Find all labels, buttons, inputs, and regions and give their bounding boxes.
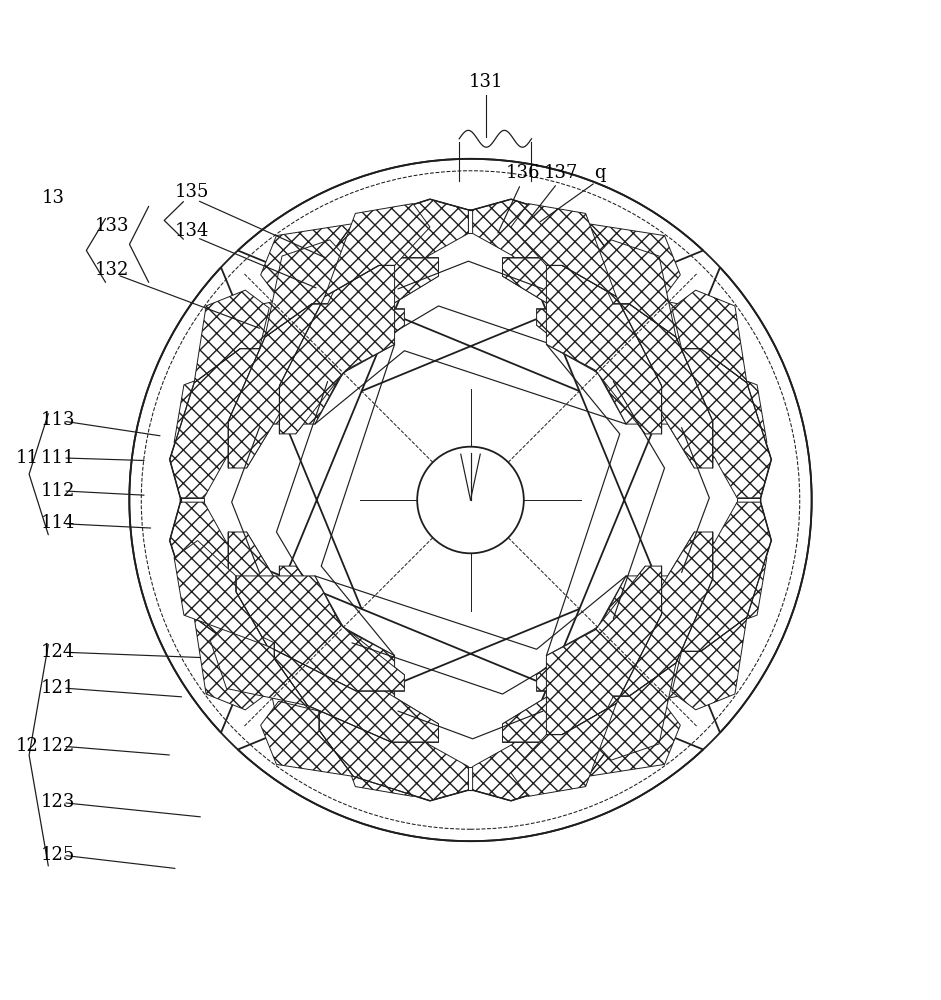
- Polygon shape: [536, 576, 626, 688]
- Polygon shape: [588, 224, 680, 299]
- Polygon shape: [227, 381, 327, 468]
- Text: 133: 133: [95, 217, 129, 235]
- Polygon shape: [352, 256, 439, 357]
- Polygon shape: [592, 240, 676, 337]
- Text: 113: 113: [40, 411, 75, 429]
- Polygon shape: [227, 532, 327, 619]
- Polygon shape: [279, 265, 394, 434]
- Text: 12: 12: [16, 737, 40, 755]
- Polygon shape: [633, 294, 730, 378]
- Text: 132: 132: [95, 261, 129, 279]
- Polygon shape: [283, 566, 394, 656]
- Text: 111: 111: [40, 449, 75, 467]
- Polygon shape: [472, 199, 622, 289]
- Polygon shape: [174, 541, 267, 646]
- Text: 136: 136: [506, 164, 540, 182]
- Polygon shape: [236, 576, 405, 691]
- Polygon shape: [169, 502, 260, 651]
- Polygon shape: [325, 703, 430, 796]
- Polygon shape: [169, 349, 260, 498]
- Polygon shape: [502, 256, 589, 357]
- Polygon shape: [174, 354, 267, 459]
- Polygon shape: [681, 502, 772, 651]
- Polygon shape: [194, 290, 269, 383]
- Polygon shape: [129, 223, 431, 777]
- Polygon shape: [319, 711, 469, 801]
- Polygon shape: [315, 576, 405, 688]
- Polygon shape: [614, 304, 712, 468]
- Polygon shape: [502, 643, 666, 742]
- Polygon shape: [536, 576, 705, 691]
- Polygon shape: [261, 224, 353, 299]
- Polygon shape: [325, 204, 430, 297]
- Text: 124: 124: [40, 643, 74, 661]
- Text: 114: 114: [40, 514, 75, 532]
- Polygon shape: [547, 566, 662, 735]
- Text: 135: 135: [175, 183, 209, 201]
- Polygon shape: [502, 258, 666, 357]
- Polygon shape: [265, 240, 349, 337]
- Polygon shape: [502, 643, 589, 744]
- Polygon shape: [547, 344, 658, 434]
- Polygon shape: [674, 354, 767, 459]
- Polygon shape: [674, 541, 767, 646]
- Polygon shape: [536, 309, 705, 424]
- Text: 121: 121: [40, 679, 75, 697]
- Polygon shape: [469, 210, 472, 233]
- Polygon shape: [681, 349, 772, 498]
- Polygon shape: [181, 498, 204, 502]
- Polygon shape: [283, 344, 394, 434]
- Polygon shape: [275, 258, 439, 357]
- Circle shape: [417, 447, 524, 553]
- Polygon shape: [737, 498, 760, 502]
- Polygon shape: [510, 223, 812, 777]
- Text: 123: 123: [40, 793, 75, 811]
- Text: 131: 131: [470, 73, 503, 91]
- Polygon shape: [614, 532, 714, 619]
- Polygon shape: [469, 767, 472, 790]
- Text: 13: 13: [41, 189, 65, 207]
- Polygon shape: [193, 159, 748, 460]
- Polygon shape: [194, 617, 269, 710]
- Polygon shape: [511, 703, 616, 796]
- Polygon shape: [236, 309, 405, 424]
- Polygon shape: [279, 566, 394, 735]
- Polygon shape: [261, 701, 353, 776]
- Polygon shape: [547, 265, 662, 434]
- Text: 134: 134: [175, 222, 209, 240]
- Text: 112: 112: [40, 482, 75, 500]
- Text: q: q: [594, 164, 606, 182]
- Text: 137: 137: [543, 164, 578, 182]
- Polygon shape: [472, 711, 622, 801]
- Polygon shape: [547, 566, 658, 656]
- Text: 125: 125: [40, 846, 74, 864]
- Polygon shape: [229, 532, 327, 696]
- Polygon shape: [315, 312, 405, 424]
- Text: 122: 122: [40, 737, 74, 755]
- Polygon shape: [193, 540, 748, 841]
- Polygon shape: [588, 701, 680, 776]
- Polygon shape: [352, 643, 439, 744]
- Polygon shape: [592, 663, 676, 760]
- Polygon shape: [211, 622, 308, 706]
- Polygon shape: [265, 663, 349, 760]
- Polygon shape: [211, 294, 308, 378]
- Polygon shape: [319, 199, 469, 289]
- Text: 11: 11: [16, 449, 40, 467]
- Polygon shape: [614, 532, 712, 696]
- Polygon shape: [614, 381, 714, 468]
- Polygon shape: [672, 290, 747, 383]
- Polygon shape: [511, 204, 616, 297]
- Polygon shape: [633, 622, 730, 706]
- Polygon shape: [536, 312, 626, 424]
- Polygon shape: [275, 643, 439, 742]
- Polygon shape: [672, 617, 747, 710]
- Polygon shape: [229, 304, 327, 468]
